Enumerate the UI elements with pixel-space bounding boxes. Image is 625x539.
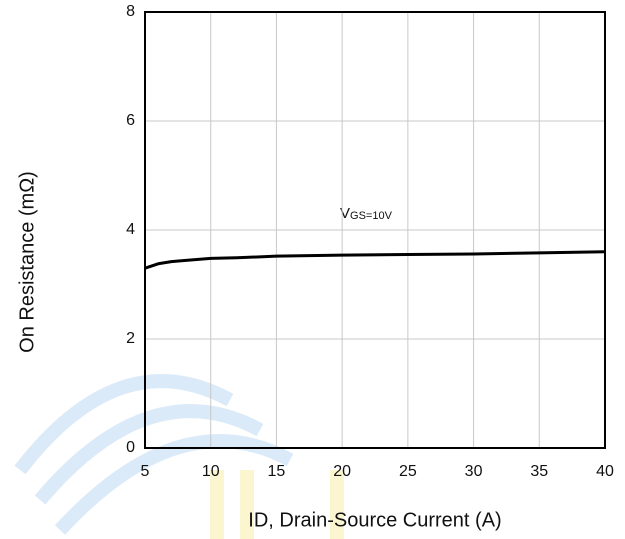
- y-tick-label: 6: [126, 112, 135, 129]
- x-tick-label: 15: [268, 463, 286, 480]
- x-tick-label: 40: [596, 463, 614, 480]
- y-axis-label: On Resistance (mΩ): [16, 171, 38, 353]
- y-tick-label: 4: [126, 221, 135, 238]
- x-tick-label: 5: [141, 463, 150, 480]
- x-axis-label: ID, Drain-Source Current (A): [248, 509, 501, 531]
- annotation: VGS=10V: [340, 205, 393, 222]
- y-tick-label: 2: [126, 330, 135, 347]
- chart: On Resistance (mΩ) ID, Drain-Source Curr…: [0, 0, 625, 539]
- y-tick-label: 0: [126, 439, 135, 456]
- y-tick-label: 8: [126, 3, 135, 20]
- annotation-subscript: GS=10V: [350, 210, 393, 222]
- annotation-main: V: [340, 205, 350, 222]
- x-tick-label: 20: [333, 463, 351, 480]
- x-tick-label: 30: [465, 463, 483, 480]
- x-tick-label: 35: [530, 463, 548, 480]
- x-tick-label: 25: [399, 463, 417, 480]
- x-tick-label: 10: [202, 463, 220, 480]
- data-line: [145, 252, 605, 268]
- page: {"chart_data": {"type": "line", "x_label…: [0, 0, 625, 539]
